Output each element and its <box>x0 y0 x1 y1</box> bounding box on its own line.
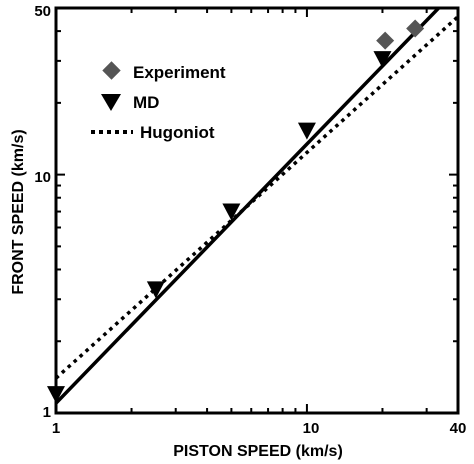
plot-area <box>47 8 458 413</box>
fit-line <box>56 8 440 405</box>
legend-marker-md <box>101 94 121 111</box>
x-tick-label: 1 <box>52 420 60 437</box>
legend-label-md: MD <box>133 93 159 112</box>
legend-label-experiment: Experiment <box>133 63 226 82</box>
plot-frame <box>54 6 460 415</box>
experiment-point <box>406 19 425 38</box>
md-point <box>373 51 392 69</box>
y-tick-label: 50 <box>34 3 51 20</box>
y-axis-title: FRONT SPEED (km/s) <box>10 129 27 294</box>
legend-marker-experiment <box>102 61 121 80</box>
md-point <box>222 203 241 221</box>
md-point <box>297 122 316 140</box>
x-tick-label: 10 <box>303 420 320 437</box>
y-tick-label: 1 <box>43 404 51 421</box>
md-point <box>146 281 165 299</box>
x-tick-label: 40 <box>450 420 467 437</box>
x-axis-title: PISTON SPEED (km/s) <box>173 443 343 460</box>
experiment-point <box>376 31 395 50</box>
legend: Experiment MD Hugoniot <box>91 61 226 142</box>
hugoniot-line <box>56 15 458 380</box>
y-tick-label: 10 <box>34 169 51 186</box>
legend-label-hugoniot: Hugoniot <box>140 123 215 142</box>
